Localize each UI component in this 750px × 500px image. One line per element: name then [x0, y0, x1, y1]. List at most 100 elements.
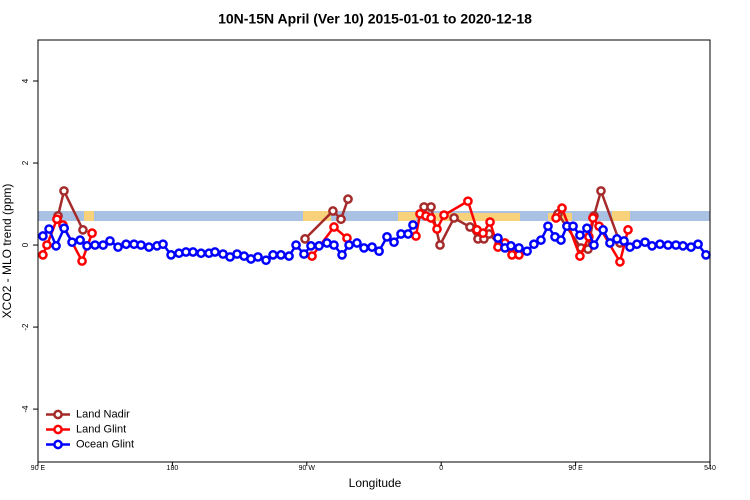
data-point: [344, 240, 354, 250]
x-tick-label: 180: [167, 465, 179, 472]
data-point: [647, 241, 657, 251]
data-point: [51, 241, 61, 251]
data-point: [352, 238, 362, 248]
data-point: [663, 240, 673, 250]
data-point: [158, 239, 168, 250]
data-point: [144, 242, 154, 252]
data-point: [78, 225, 88, 235]
data-point: [210, 247, 220, 257]
data-point: [359, 243, 369, 253]
data-point: [588, 213, 598, 223]
data-point: [329, 240, 339, 250]
data-point: [435, 240, 445, 250]
data-point: [506, 241, 516, 251]
data-point: [166, 250, 176, 260]
data-point: [693, 239, 703, 250]
x-tick-label: 90 W: [299, 465, 316, 472]
data-point: [605, 238, 615, 248]
data-point: [75, 235, 85, 245]
data-point: [300, 234, 310, 244]
data-point: [701, 250, 711, 260]
y-tick-label: 4: [21, 78, 30, 83]
data-point: [367, 242, 377, 252]
x-tick-label: 90 E: [568, 465, 583, 472]
data-point: [382, 232, 392, 242]
data-point: [42, 240, 52, 250]
data-point: [268, 250, 278, 260]
data-point: [478, 228, 488, 239]
data-point: [87, 228, 97, 239]
data-point: [105, 236, 115, 246]
data-point: [121, 239, 131, 250]
data-point: [640, 237, 650, 248]
data-point: [557, 203, 567, 213]
data-point: [575, 230, 585, 241]
data-point: [596, 186, 606, 196]
data-point: [678, 241, 688, 251]
legend-label: Ocean Glint: [76, 438, 134, 450]
data-point: [463, 196, 473, 207]
data-point: [403, 229, 413, 239]
data-point: [188, 247, 198, 257]
data-point: [389, 237, 399, 248]
data-point: [426, 213, 436, 223]
data-point: [582, 223, 592, 234]
data-point: [336, 214, 346, 225]
legend-label: Land Nadir: [76, 408, 130, 420]
data-point: [619, 236, 629, 246]
data-point: [411, 231, 421, 241]
legend-marker: [53, 439, 63, 450]
data-point: [136, 240, 146, 250]
data-point: [632, 239, 642, 250]
data-point: [529, 239, 539, 250]
data-point: [38, 231, 48, 241]
data-point: [449, 213, 459, 223]
data-point: [408, 220, 418, 230]
data-point: [113, 242, 123, 252]
data-point: [426, 202, 436, 212]
data-point: [77, 256, 87, 266]
data-point: [38, 250, 48, 260]
data-point: [551, 213, 561, 223]
data-point: [314, 241, 324, 251]
data-point: [90, 240, 100, 250]
legend-label: Land Glint: [76, 423, 126, 435]
data-point: [98, 240, 108, 250]
chart-title: 10N-15N April (Ver 10) 2015-01-01 to 202…: [218, 11, 532, 27]
data-point: [276, 250, 286, 260]
data-point: [598, 225, 608, 235]
data-point: [67, 237, 77, 248]
data-point: [343, 194, 353, 204]
data-point: [306, 241, 316, 251]
data-point: [299, 249, 309, 259]
plot-frame: [37, 39, 711, 463]
data-point: [615, 257, 625, 267]
data-point: [589, 240, 599, 250]
data-point: [568, 221, 578, 232]
data-point: [493, 233, 503, 243]
data-point: [284, 251, 294, 261]
legend-marker: [53, 409, 63, 420]
y-axis-label: XCO2 - MLO trend (ppm): [0, 184, 14, 319]
data-point: [328, 206, 338, 216]
y-tick-label: -4: [21, 405, 30, 413]
data-point: [52, 214, 62, 225]
data-point: [307, 251, 317, 261]
data-point: [543, 221, 553, 232]
data-point: [82, 241, 92, 251]
x-tick-label: 0: [439, 465, 443, 472]
data-point: [59, 223, 69, 234]
data-point: [44, 224, 54, 234]
data-point: [655, 239, 665, 250]
x-tick-label: 90 E: [31, 465, 46, 472]
data-point: [59, 186, 69, 196]
data-point: [196, 248, 206, 259]
plot-area: [38, 186, 711, 267]
data-point: [253, 252, 263, 262]
data-point: [485, 217, 495, 227]
data-point: [536, 235, 546, 245]
x-axis-label: Longitude: [349, 476, 402, 490]
data-point: [291, 240, 301, 250]
data-point: [575, 251, 585, 261]
